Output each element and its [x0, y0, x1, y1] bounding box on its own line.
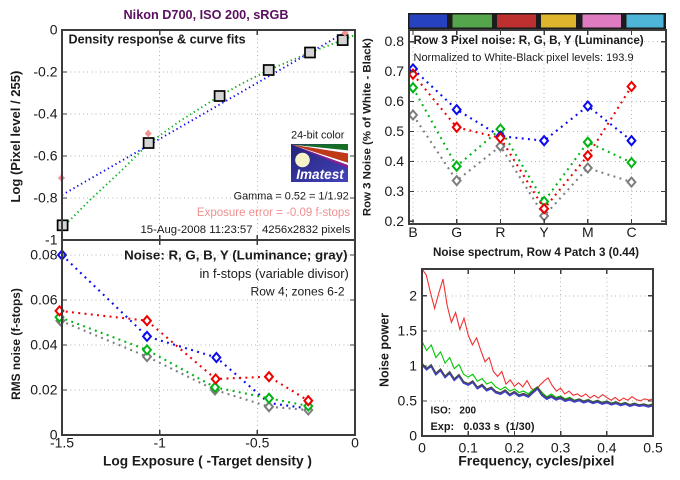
svg-text:0.7: 0.7: [385, 63, 405, 79]
svg-text:ISO: 200: ISO: 200: [431, 406, 477, 417]
svg-text:0.4: 0.4: [597, 440, 617, 456]
svg-text:0.02: 0.02: [30, 382, 57, 398]
svg-text:-1: -1: [153, 435, 166, 451]
svg-text:B: B: [408, 224, 417, 240]
svg-text:0.4: 0.4: [385, 153, 405, 169]
svg-text:0: 0: [409, 428, 417, 444]
svg-text:Noise spectrum, Row 4 Patch 3: Noise spectrum, Row 4 Patch 3 (0.44): [433, 246, 639, 259]
svg-text:Nikon D700, ISO 200, sRGB: Nikon D700, ISO 200, sRGB: [124, 8, 289, 22]
svg-text:0.2: 0.2: [385, 213, 405, 229]
svg-text:0.2: 0.2: [505, 440, 525, 456]
svg-text:0.8: 0.8: [385, 33, 405, 49]
svg-text:-0.6: -0.6: [33, 148, 57, 164]
svg-text:M: M: [582, 224, 594, 240]
svg-text:-0.8: -0.8: [33, 190, 57, 206]
svg-text:Log Exposure ( -Target density: Log Exposure ( -Target density ): [103, 454, 312, 469]
svg-text:-1: -1: [45, 232, 58, 248]
svg-text:Y: Y: [539, 224, 549, 240]
svg-text:24-bit color: 24-bit color: [291, 130, 345, 142]
svg-text:0: 0: [418, 440, 426, 456]
svg-text:Imatest: Imatest: [296, 167, 344, 182]
svg-text:0.04: 0.04: [30, 337, 57, 353]
svg-text:Row 3 Pixel noise: R, G, B, Y: Row 3 Pixel noise: R, G, B, Y (Luminance…: [414, 34, 644, 47]
svg-text:0.5: 0.5: [398, 392, 418, 408]
svg-text:Noise: R, G, B, Y (Luminance;: Noise: R, G, B, Y (Luminance; gray): [124, 248, 347, 263]
svg-text:0.5: 0.5: [385, 123, 405, 139]
svg-text:Row 4; zones 6-2: Row 4; zones 6-2: [250, 284, 344, 298]
svg-text:0.1: 0.1: [458, 440, 478, 456]
svg-text:15-Aug-2008 11:23:57 4256x28: 15-Aug-2008 11:23:57 4256x2832 pixels: [140, 224, 350, 236]
svg-text:R: R: [495, 224, 505, 240]
svg-text:0: 0: [50, 427, 58, 443]
svg-text:in f-stops (variable divisor): in f-stops (variable divisor): [199, 266, 348, 281]
svg-text:C: C: [626, 224, 636, 240]
svg-text:Exp: 0.033 s (1/30): Exp: 0.033 s (1/30): [431, 421, 535, 433]
svg-text:G: G: [451, 224, 462, 240]
svg-text:Density response & curve fits: Density response & curve fits: [69, 33, 246, 47]
svg-text:0.5: 0.5: [643, 440, 663, 456]
svg-text:1.5: 1.5: [398, 322, 418, 338]
svg-text:0.3: 0.3: [385, 183, 405, 199]
svg-text:0.6: 0.6: [385, 93, 405, 109]
svg-text:-1.5: -1.5: [50, 435, 74, 451]
svg-text:2: 2: [409, 287, 417, 303]
svg-text:1: 1: [409, 357, 417, 373]
svg-text:0.3: 0.3: [551, 440, 571, 456]
svg-text:Frequency, cycles/pixel: Frequency, cycles/pixel: [458, 453, 614, 469]
svg-text:0: 0: [50, 22, 58, 38]
svg-text:RMS noise (f-stops): RMS noise (f-stops): [9, 288, 23, 400]
svg-text:Noise power: Noise power: [377, 313, 391, 387]
svg-text:Row 3 Noise (% of White - Blac: Row 3 Noise (% of White - Black): [361, 38, 373, 216]
svg-text:Normalized to White-Black pixe: Normalized to White-Black pixel levels: …: [414, 52, 634, 64]
svg-text:-0.4: -0.4: [33, 106, 57, 122]
svg-text:0.08: 0.08: [30, 247, 57, 263]
svg-text:Log (Pixel level / 255): Log (Pixel level / 255): [8, 71, 23, 203]
svg-text:Exposure error = -0.09 f-stops: Exposure error = -0.09 f-stops: [197, 207, 350, 219]
svg-text:0.06: 0.06: [30, 292, 57, 308]
svg-text:-0.2: -0.2: [33, 64, 57, 80]
svg-text:-0.5: -0.5: [245, 435, 269, 451]
svg-text:0: 0: [351, 435, 359, 451]
svg-text:Gamma = 0.52 = 1/1.92: Gamma = 0.52 = 1/1.92: [234, 191, 349, 203]
